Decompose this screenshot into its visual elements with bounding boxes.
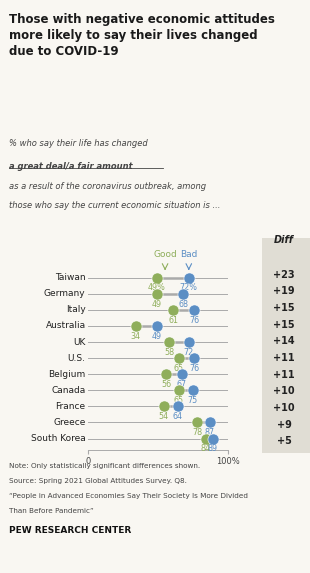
Text: Canada: Canada xyxy=(51,386,86,395)
Text: “People in Advanced Economies Say Their Society Is More Divided: “People in Advanced Economies Say Their … xyxy=(9,493,248,499)
Text: South Korea: South Korea xyxy=(31,434,86,443)
Text: 89: 89 xyxy=(207,444,218,453)
Text: 84: 84 xyxy=(201,444,210,453)
Text: 87: 87 xyxy=(205,428,215,437)
Text: +9: +9 xyxy=(277,420,292,430)
Text: 49%: 49% xyxy=(148,284,166,292)
Text: Diff: Diff xyxy=(274,235,294,245)
Text: 76: 76 xyxy=(189,316,199,325)
Text: U.S.: U.S. xyxy=(68,354,86,363)
Text: 65: 65 xyxy=(174,396,184,405)
Text: Germany: Germany xyxy=(44,289,86,299)
Text: Bad: Bad xyxy=(180,250,197,259)
Text: 67: 67 xyxy=(177,380,187,389)
Text: +14: +14 xyxy=(273,336,295,347)
Text: +19: +19 xyxy=(273,286,295,296)
Text: those who say the current economic situation is ...: those who say the current economic situa… xyxy=(9,201,221,210)
Text: 56: 56 xyxy=(162,380,171,389)
Text: Greece: Greece xyxy=(53,418,86,427)
Text: 64: 64 xyxy=(173,412,183,421)
Text: Australia: Australia xyxy=(46,321,86,331)
Text: 61: 61 xyxy=(168,316,179,325)
Text: France: France xyxy=(55,402,86,411)
Text: 34: 34 xyxy=(131,332,141,341)
Text: 49: 49 xyxy=(152,300,162,309)
Text: as a result of the coronavirus outbreak, among: as a result of the coronavirus outbreak,… xyxy=(9,182,206,191)
Text: PEW RESEARCH CENTER: PEW RESEARCH CENTER xyxy=(9,526,131,535)
Text: +10: +10 xyxy=(273,403,295,413)
Text: a great deal/a fair amount: a great deal/a fair amount xyxy=(9,162,133,171)
Text: Note: Only statistically significant differences shown.: Note: Only statistically significant dif… xyxy=(9,463,201,469)
Text: 72%: 72% xyxy=(180,284,198,292)
Text: +11: +11 xyxy=(273,370,295,380)
Text: +23: +23 xyxy=(273,270,295,280)
Text: 65: 65 xyxy=(174,364,184,373)
Text: Those with negative economic attitudes
more likely to say their lives changed
du: Those with negative economic attitudes m… xyxy=(9,13,275,58)
Text: +15: +15 xyxy=(273,303,295,313)
Text: 72: 72 xyxy=(184,348,194,357)
Text: +10: +10 xyxy=(273,386,295,397)
Text: 78: 78 xyxy=(192,428,202,437)
Text: 49: 49 xyxy=(152,332,162,341)
Text: Good: Good xyxy=(153,250,177,259)
Text: 58: 58 xyxy=(164,348,174,357)
Text: Than Before Pandemic”: Than Before Pandemic” xyxy=(9,508,94,513)
Text: +5: +5 xyxy=(277,437,292,446)
Text: +15: +15 xyxy=(273,320,295,330)
Text: 76: 76 xyxy=(189,364,199,373)
Text: 75: 75 xyxy=(188,396,198,405)
Text: Italy: Italy xyxy=(66,305,86,315)
Text: Belgium: Belgium xyxy=(48,370,86,379)
Text: % who say their life has changed: % who say their life has changed xyxy=(9,139,151,148)
Text: Source: Spring 2021 Global Attitudes Survey. Q8.: Source: Spring 2021 Global Attitudes Sur… xyxy=(9,478,187,484)
Text: Taiwan: Taiwan xyxy=(55,273,86,282)
Text: +11: +11 xyxy=(273,353,295,363)
Text: UK: UK xyxy=(73,337,86,347)
Text: 68: 68 xyxy=(178,300,188,309)
Text: 54: 54 xyxy=(159,412,169,421)
